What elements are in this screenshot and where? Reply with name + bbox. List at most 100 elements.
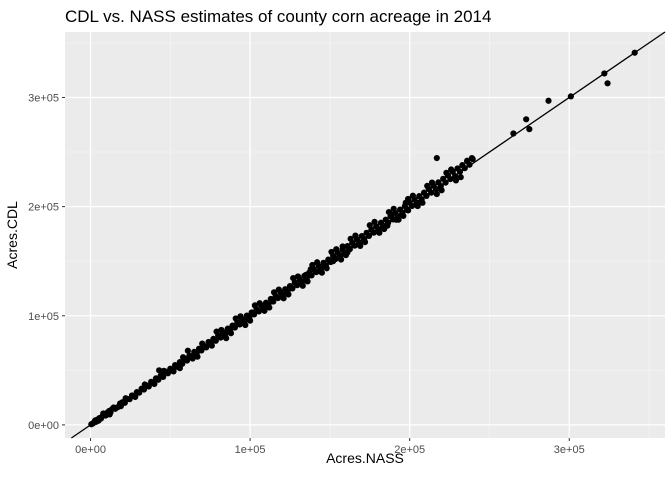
data-point — [428, 179, 436, 186]
data-point — [184, 347, 191, 354]
data-point — [100, 410, 107, 417]
data-point — [443, 169, 450, 176]
data-point — [151, 380, 158, 388]
data-point — [294, 282, 301, 289]
data-point — [523, 116, 530, 123]
data-point — [409, 192, 416, 199]
data-point — [194, 353, 201, 360]
data-point — [344, 249, 351, 256]
data-point — [404, 207, 412, 214]
data-point — [433, 154, 440, 162]
data-point — [176, 365, 183, 372]
data-point — [469, 156, 476, 163]
data-point — [203, 344, 210, 351]
data-point — [275, 286, 282, 293]
data-point — [545, 97, 552, 104]
data-point — [217, 334, 224, 341]
data-point — [285, 291, 292, 298]
y-tick-label: 1e+05 — [28, 311, 59, 323]
data-point — [456, 168, 464, 175]
data-point — [361, 238, 369, 246]
data-point — [302, 271, 310, 278]
data-point — [393, 216, 400, 223]
data-point — [223, 335, 230, 342]
y-tick-label: 2e+05 — [28, 202, 59, 214]
data-point — [526, 126, 533, 133]
data-point — [304, 278, 311, 285]
axis-ticks: 0e+00 1e+05 2e+05 3e+05 0e+00 1e+05 2e+05 3e+05 — [28, 92, 585, 456]
data-point — [432, 186, 440, 193]
data-point — [227, 330, 235, 337]
data-point — [448, 166, 455, 173]
data-point — [370, 229, 377, 236]
data-point — [266, 304, 273, 311]
data-point — [452, 177, 460, 184]
data-point — [294, 273, 302, 280]
data-point — [289, 285, 296, 292]
data-point — [255, 308, 262, 315]
data-point — [231, 324, 239, 331]
data-point — [352, 232, 359, 239]
data-point — [419, 199, 426, 206]
data-point — [347, 235, 354, 242]
data-point — [388, 211, 395, 218]
data-point — [457, 174, 464, 181]
data-point — [212, 337, 219, 344]
y-tick-label: 0e+00 — [28, 420, 59, 432]
data-point — [156, 367, 163, 374]
data-point — [199, 340, 206, 347]
data-point — [270, 298, 277, 305]
data-point — [461, 165, 468, 172]
data-point — [438, 187, 445, 194]
data-point — [365, 232, 373, 239]
data-point — [237, 313, 244, 320]
data-point — [567, 93, 574, 100]
data-point — [464, 157, 471, 164]
data-point — [256, 300, 263, 307]
data-point — [251, 302, 258, 309]
data-point — [424, 182, 431, 189]
data-point — [390, 205, 397, 212]
data-point — [208, 342, 215, 349]
data-point — [357, 242, 364, 250]
data-point — [122, 395, 129, 402]
data-point — [274, 294, 282, 302]
data-point — [371, 218, 378, 226]
data-point — [400, 212, 407, 220]
data-point — [376, 229, 383, 236]
data-point — [366, 222, 373, 229]
grid-lines — [65, 32, 665, 438]
y-axis-title: Acres.CDL — [4, 201, 20, 269]
data-point — [328, 248, 335, 256]
data-point — [333, 246, 340, 253]
data-point — [213, 328, 220, 335]
chart-title: CDL vs. NASS estimates of county corn ac… — [65, 7, 491, 26]
data-point — [631, 49, 638, 56]
data-point — [447, 176, 454, 183]
data-point — [428, 189, 435, 196]
data-point — [160, 373, 167, 380]
data-point — [280, 295, 287, 302]
data-point — [160, 367, 168, 374]
data-point — [339, 243, 346, 250]
data-point — [414, 202, 421, 210]
data-point — [307, 266, 314, 273]
data-point — [290, 275, 297, 282]
data-point — [232, 315, 239, 322]
data-point — [601, 70, 608, 77]
data-point — [179, 354, 187, 361]
data-point — [236, 321, 243, 328]
y-tick-label: 3e+05 — [28, 92, 59, 104]
data-point — [318, 269, 326, 276]
data-point — [314, 259, 321, 266]
data-point — [510, 130, 517, 137]
data-point — [351, 242, 358, 249]
data-point — [299, 282, 306, 289]
data-point — [323, 265, 330, 272]
data-point — [313, 269, 320, 276]
data-point — [218, 326, 225, 334]
data-point — [433, 190, 440, 198]
x-tick-label: 1e+05 — [235, 444, 266, 456]
